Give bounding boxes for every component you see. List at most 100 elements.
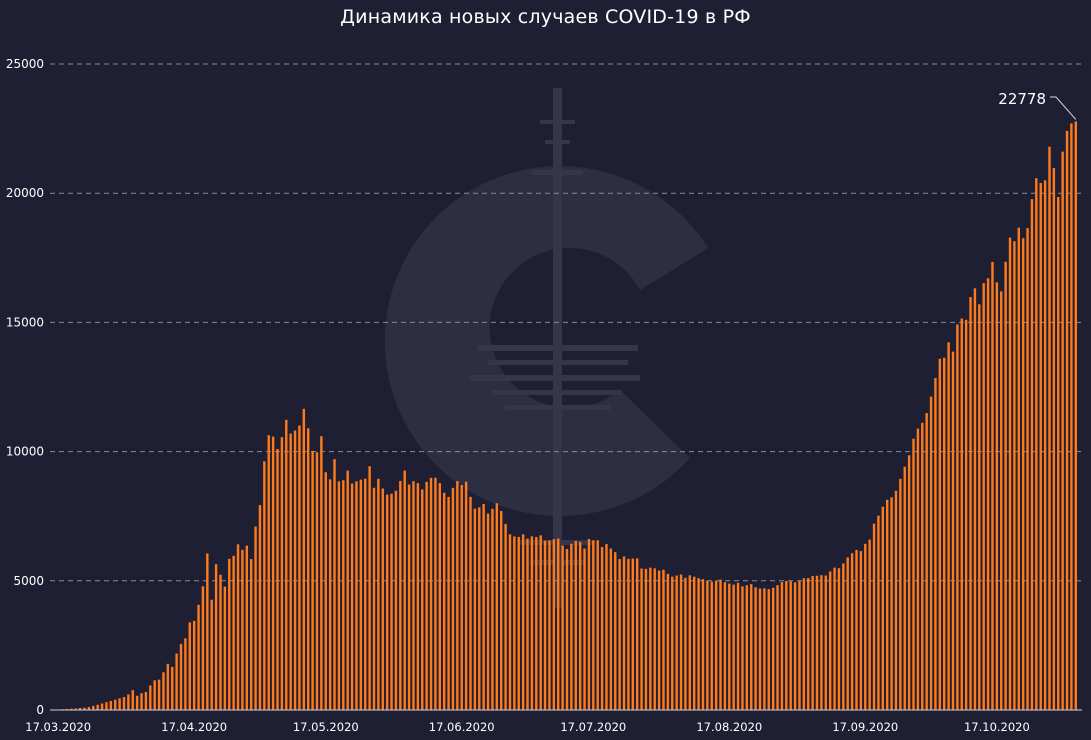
bar <box>263 461 266 710</box>
bar <box>504 523 507 710</box>
bar <box>828 571 832 710</box>
bar <box>644 568 648 710</box>
bar <box>92 705 95 710</box>
bar <box>307 428 310 710</box>
x-tick-label: 17.09.2020 <box>832 720 898 734</box>
bar <box>951 351 955 710</box>
bar <box>635 558 639 710</box>
bar <box>206 553 209 710</box>
bar <box>693 576 696 710</box>
bar <box>627 558 630 710</box>
bar <box>671 576 674 710</box>
bar <box>1008 237 1012 710</box>
bar <box>899 478 902 710</box>
bar <box>407 484 411 710</box>
bar <box>372 487 376 710</box>
bar <box>285 419 288 710</box>
bar <box>245 545 249 710</box>
bar <box>890 497 893 710</box>
bar <box>535 537 538 710</box>
bar <box>486 513 490 710</box>
bar <box>934 378 937 710</box>
bar <box>359 479 363 710</box>
bar <box>1057 197 1060 711</box>
bar <box>188 622 191 710</box>
bar <box>618 559 621 710</box>
bar <box>1030 199 1034 710</box>
bar <box>609 548 613 710</box>
bar <box>118 698 121 710</box>
bar <box>736 582 740 710</box>
bar <box>653 568 656 710</box>
bar <box>149 685 152 710</box>
peak-value-label: 22778 <box>998 90 1046 108</box>
y-tick-label: 5000 <box>13 574 44 588</box>
bar <box>521 534 525 710</box>
bar <box>280 437 284 710</box>
bar <box>723 582 727 710</box>
y-tick-label: 20000 <box>6 186 44 200</box>
bar <box>824 575 827 710</box>
bar <box>526 538 529 710</box>
bar <box>403 470 406 710</box>
bar <box>912 438 915 710</box>
bar <box>776 585 779 710</box>
bar <box>710 581 713 710</box>
bar <box>837 568 841 710</box>
bar <box>714 580 718 710</box>
bar <box>872 523 876 710</box>
bar <box>399 480 402 710</box>
bar <box>842 563 845 710</box>
bar <box>754 587 757 710</box>
bar <box>412 481 415 710</box>
bar <box>978 304 981 710</box>
bar <box>482 504 485 710</box>
bar <box>377 478 380 710</box>
bar <box>140 693 143 710</box>
bar <box>666 573 670 710</box>
bar <box>833 567 836 710</box>
bar <box>342 480 345 710</box>
bar <box>1052 167 1056 710</box>
bar <box>249 559 253 710</box>
bar <box>464 481 468 710</box>
bar <box>631 558 634 710</box>
bar <box>1013 241 1016 710</box>
bar <box>346 470 349 710</box>
bar <box>1074 121 1078 711</box>
x-tick-label: 17.10.2020 <box>964 720 1030 734</box>
bar <box>390 493 393 710</box>
bar <box>732 584 735 710</box>
bar <box>675 575 678 710</box>
bar <box>197 604 200 710</box>
bar <box>758 588 762 710</box>
bar <box>811 576 814 710</box>
bar <box>771 587 775 710</box>
peak-leader-line <box>1050 96 1077 120</box>
bar <box>995 282 999 710</box>
bar <box>87 706 91 710</box>
bar <box>662 569 665 710</box>
bar <box>425 481 428 710</box>
bar <box>1043 180 1047 710</box>
bar <box>416 483 420 710</box>
x-tick-label: 17.08.2020 <box>696 720 762 734</box>
bar <box>956 324 959 710</box>
bar <box>337 481 341 710</box>
bar <box>381 488 384 710</box>
bar <box>622 556 626 710</box>
bar <box>543 540 547 710</box>
bar <box>175 653 178 710</box>
bar <box>65 708 69 710</box>
bar <box>456 481 459 710</box>
bar <box>885 499 889 710</box>
bar <box>157 679 161 710</box>
bar <box>105 702 108 710</box>
bar <box>561 545 564 710</box>
bar <box>640 568 643 710</box>
bar <box>473 508 477 710</box>
bar <box>846 557 849 710</box>
bar <box>789 581 792 710</box>
bar <box>517 536 520 710</box>
